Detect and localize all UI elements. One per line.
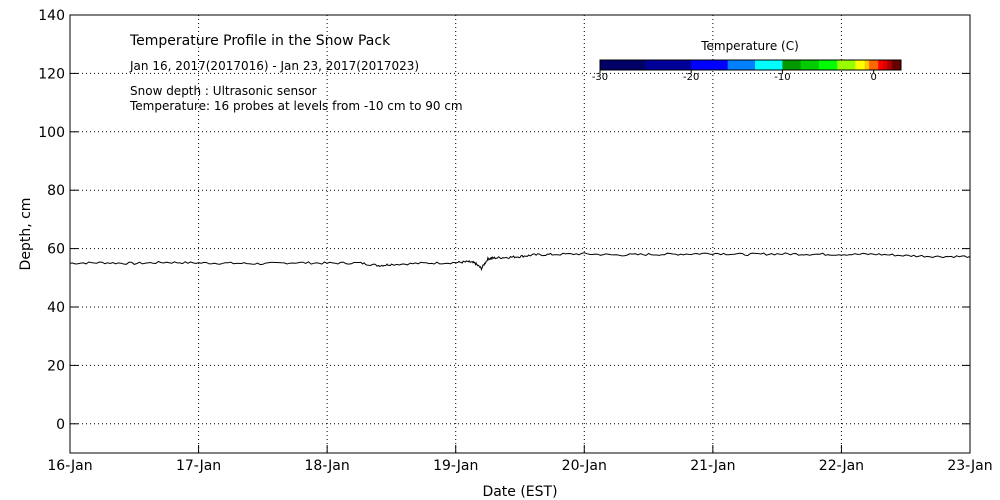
colorbar-tick-label: -10 (774, 72, 790, 83)
colorbar-tick-label: -30 (592, 72, 608, 83)
y-tick-label: 80 (47, 183, 65, 199)
colorbar-tick-label: -20 (683, 72, 699, 83)
colorbar-segment (869, 60, 879, 70)
colorbar-title: Temperature (C) (700, 39, 799, 53)
chart-title: Temperature Profile in the Snow Pack (129, 33, 391, 49)
colorbar-segment (855, 60, 866, 70)
y-tick-label: 140 (38, 8, 65, 24)
colorbar-segment (878, 60, 884, 70)
x-axis-label: Date (EST) (482, 484, 557, 500)
colorbar-segment (727, 60, 756, 70)
x-tick-label: 16-Jan (47, 458, 92, 474)
y-tick-label: 40 (47, 300, 65, 316)
y-tick-label: 0 (56, 417, 65, 433)
colorbar-segment (837, 60, 856, 70)
y-axis-label: Depth, cm (18, 198, 34, 271)
colorbar-segment (818, 60, 838, 70)
x-tick-label: 19-Jan (433, 458, 478, 474)
x-tick-label: 23-Jan (947, 458, 992, 474)
chart-subtitle: Jan 16, 2017(2017016) - Jan 23, 2017(201… (129, 59, 419, 73)
x-tick-label: 22-Jan (819, 458, 864, 474)
colorbar-segment (782, 60, 802, 70)
x-tick-label: 18-Jan (305, 458, 350, 474)
colorbar-segment (600, 60, 647, 70)
y-tick-label: 100 (38, 125, 65, 141)
x-tick-label: 20-Jan (562, 458, 607, 474)
colorbar-segment (800, 60, 820, 70)
x-tick-label: 17-Jan (176, 458, 221, 474)
colorbar-segment (891, 60, 902, 70)
y-tick-label: 60 (47, 242, 65, 258)
colorbar-segment (755, 60, 783, 70)
colorbar-segment (882, 60, 888, 70)
colorbar-segment (864, 60, 870, 70)
x-tick-label: 21-Jan (690, 458, 735, 474)
y-tick-label: 120 (38, 66, 65, 82)
plot-frame (69, 14, 971, 454)
colorbar-segment (645, 60, 692, 70)
y-tick-label: 20 (47, 358, 65, 374)
note-snow-depth: Snow depth : Ultrasonic sensor (130, 84, 317, 98)
note-temperature: Temperature: 16 probes at levels from -1… (129, 99, 463, 113)
colorbar-frame (599, 59, 902, 71)
colorbar-tick-label: 0 (870, 72, 876, 83)
colorbar-segment (887, 60, 893, 70)
colorbar-segment (691, 60, 729, 70)
snow-depth-line (69, 252, 971, 272)
